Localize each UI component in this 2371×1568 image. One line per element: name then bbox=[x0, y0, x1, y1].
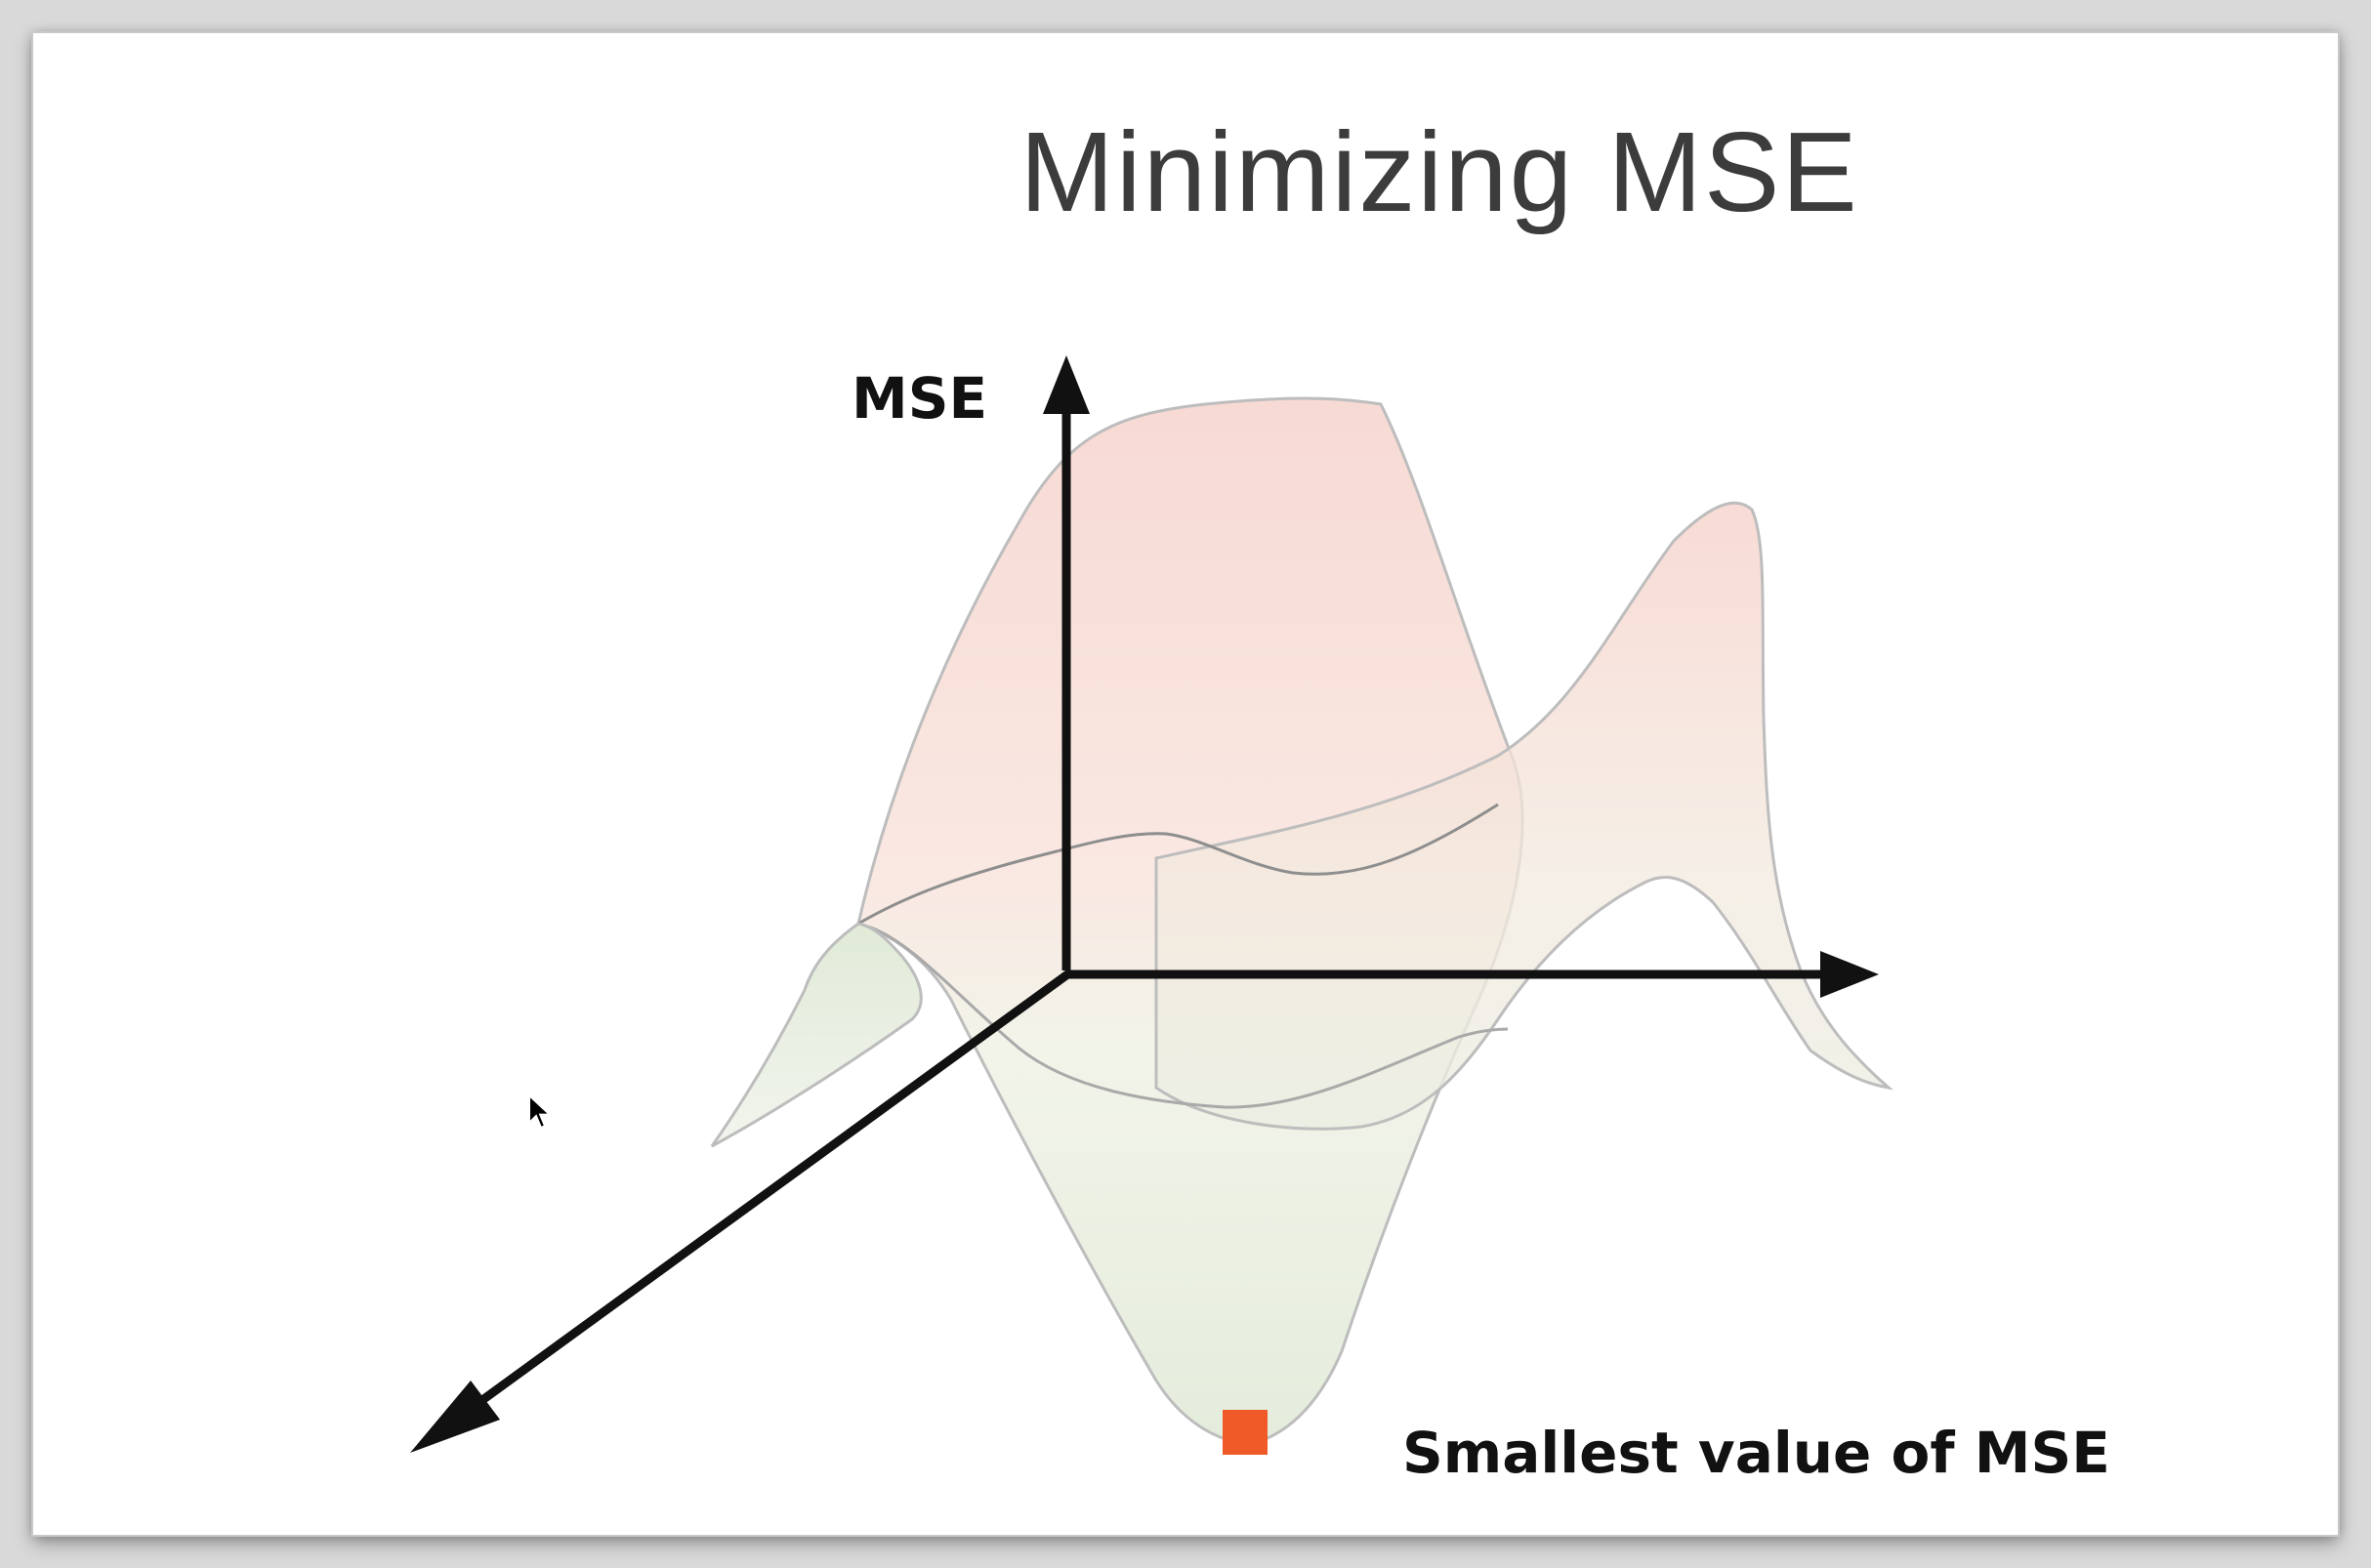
vertical-axis-label: MSE bbox=[852, 365, 987, 432]
slide-title: Minimizing MSE bbox=[1019, 108, 1859, 235]
vertical-axis-arrowhead bbox=[1043, 355, 1090, 414]
horizontal-axis-arrowhead bbox=[1820, 951, 1879, 998]
slide: Minimizing MSE bbox=[33, 33, 2338, 1535]
minimum-marker bbox=[1223, 1410, 1268, 1455]
surface-ridge-line bbox=[857, 803, 1499, 926]
mse-surface-diagram: MSE Smallest value of MSE bbox=[410, 355, 2110, 1486]
surface-left-lobe bbox=[710, 922, 923, 1148]
surface-valley-line bbox=[867, 925, 1509, 1109]
depth-axis bbox=[479, 969, 1073, 1404]
minimum-label: Smallest value of MSE bbox=[1402, 1420, 2110, 1486]
depth-axis-arrowhead bbox=[410, 1381, 500, 1453]
mouse-pointer-icon bbox=[528, 1093, 553, 1130]
